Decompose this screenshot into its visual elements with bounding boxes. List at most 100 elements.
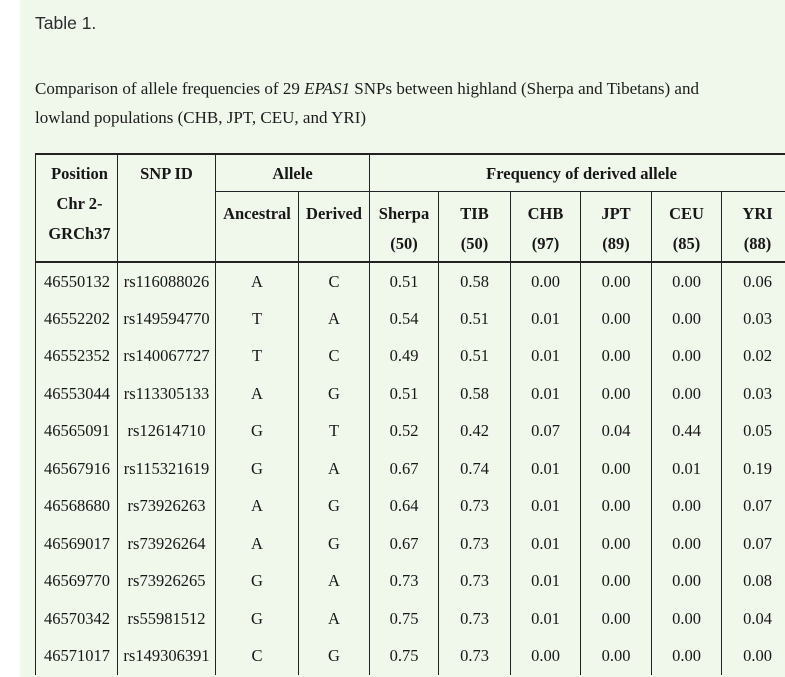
cell-derived: T bbox=[297, 412, 371, 450]
table-caption: Comparison of allele frequencies of 29 E… bbox=[35, 74, 753, 132]
cell-derived: C bbox=[297, 262, 371, 300]
cell-frequency: 0.00 bbox=[651, 599, 723, 638]
cell-frequency: 0.75 bbox=[369, 637, 440, 675]
cell-frequency: 0.49 bbox=[369, 337, 440, 375]
cell-frequency: 0.03 bbox=[721, 374, 785, 413]
cell-frequency: 0.04 bbox=[580, 412, 653, 450]
cell-frequency: 0.64 bbox=[369, 487, 440, 525]
column-header-jpt: JPT (89) bbox=[580, 191, 653, 264]
cell-frequency: 0.01 bbox=[510, 562, 582, 600]
cell-frequency: 0.73 bbox=[438, 524, 512, 563]
cell-snp-id: rs115321619 bbox=[117, 449, 216, 488]
cell-frequency: 0.75 bbox=[369, 599, 440, 638]
cell-position: 46570342 bbox=[35, 599, 118, 638]
population-count: (89) bbox=[602, 233, 630, 253]
cell-position: 46571017 bbox=[35, 637, 118, 675]
population-count: (50) bbox=[390, 233, 418, 253]
table-row: 46553044 rs113305133 A G 0.51 0.58 0.01 0.00 0.0… bbox=[35, 374, 785, 413]
population-name: JPT bbox=[601, 203, 631, 223]
column-header-derived: Derived bbox=[297, 191, 371, 264]
caption-text-before: Comparison of allele frequencies of 29 bbox=[35, 78, 305, 98]
cell-frequency: 0.00 bbox=[651, 262, 723, 300]
cell-frequency: 0.01 bbox=[651, 449, 723, 488]
cell-frequency: 0.51 bbox=[438, 299, 512, 338]
page-title: Table 1. bbox=[35, 13, 97, 33]
table-header: Position Chr 2-GRCh37 SNP ID Allele Freq… bbox=[35, 154, 785, 264]
population-count: (97) bbox=[531, 233, 560, 253]
cell-frequency: 0.73 bbox=[369, 562, 440, 600]
population-count: (88) bbox=[743, 233, 772, 253]
cell-frequency: 0.00 bbox=[651, 299, 723, 338]
column-header-sherpa: Sherpa (50) bbox=[369, 191, 440, 264]
cell-frequency: 0.00 bbox=[651, 337, 723, 375]
table-row: 46570342 rs55981512 G A 0.75 0.73 0.01 0.00 0.00… bbox=[35, 599, 785, 638]
cell-frequency: 0.73 bbox=[438, 562, 512, 600]
cell-frequency: 0.07 bbox=[510, 412, 582, 450]
cell-ancestral: G bbox=[215, 449, 299, 488]
cell-frequency: 0.00 bbox=[721, 637, 785, 675]
cell-frequency: 0.00 bbox=[651, 487, 723, 525]
cell-snp-id: rs55981512 bbox=[117, 599, 216, 638]
cell-frequency: 0.51 bbox=[438, 337, 512, 375]
cell-position: 46552352 bbox=[35, 337, 118, 375]
table-row: 46568680 rs73926263 A G 0.64 0.73 0.01 0.00 0.00… bbox=[35, 487, 785, 525]
cell-position: 46569017 bbox=[35, 524, 118, 563]
table-row: 46565091 rs12614710 G T 0.52 0.42 0.07 0.04 0.44… bbox=[35, 412, 785, 450]
table-row: 46567916 rs115321619 G A 0.67 0.74 0.01 0.00 0.0… bbox=[35, 449, 785, 488]
population-name: YRI bbox=[742, 203, 773, 223]
table-row: 46552352 rs140067727 T C 0.49 0.51 0.01 0.00 0.0… bbox=[35, 337, 785, 375]
header-row-groups: Position Chr 2-GRCh37 SNP ID Allele Freq… bbox=[35, 154, 785, 264]
cell-derived: G bbox=[297, 374, 371, 413]
cell-frequency: 0.00 bbox=[580, 599, 653, 638]
caption-gene-name: EPAS1 bbox=[304, 78, 351, 98]
table-row: 46552202 rs149594770 T A 0.54 0.51 0.01 0.00 0.0… bbox=[35, 299, 785, 338]
cell-frequency: 0.03 bbox=[721, 299, 785, 338]
article-content-panel: Table 1. Comparison of allele frequencie… bbox=[20, 0, 785, 677]
caption-text-after: SNPs between highland (Sherpa and Tibeta… bbox=[35, 78, 699, 128]
cell-ancestral: A bbox=[215, 262, 299, 300]
cell-ancestral: C bbox=[215, 637, 299, 675]
cell-snp-id: rs149306391 bbox=[117, 637, 216, 675]
cell-frequency: 0.01 bbox=[510, 337, 582, 375]
cell-frequency: 0.01 bbox=[510, 599, 582, 638]
column-header-position: Position Chr 2-GRCh37 bbox=[35, 154, 118, 264]
cell-frequency: 0.01 bbox=[510, 374, 582, 413]
cell-ancestral: G bbox=[215, 562, 299, 600]
cell-frequency: 0.00 bbox=[510, 262, 582, 300]
cell-frequency: 0.00 bbox=[651, 562, 723, 600]
cell-frequency: 0.58 bbox=[438, 374, 512, 413]
cell-position: 46567916 bbox=[35, 449, 118, 488]
column-group-frequency: Frequency of derived allele bbox=[369, 154, 785, 192]
cell-frequency: 0.05 bbox=[721, 412, 785, 450]
cell-frequency: 0.67 bbox=[369, 524, 440, 563]
cell-frequency: 0.00 bbox=[580, 637, 653, 675]
cell-derived: A bbox=[297, 299, 371, 338]
cell-frequency: 0.58 bbox=[438, 262, 512, 300]
cell-frequency: 0.00 bbox=[580, 487, 653, 525]
cell-frequency: 0.07 bbox=[721, 487, 785, 525]
cell-snp-id: rs73926265 bbox=[117, 562, 216, 600]
cell-snp-id: rs73926264 bbox=[117, 524, 216, 563]
cell-position: 46552202 bbox=[35, 299, 118, 338]
cell-ancestral: A bbox=[215, 374, 299, 413]
table-body: 46550132 rs116088026 A C 0.51 0.58 0.00 0.00 0.0… bbox=[35, 262, 785, 675]
population-name: CHB bbox=[527, 203, 564, 223]
population-count: (85) bbox=[672, 233, 701, 253]
cell-frequency: 0.08 bbox=[721, 562, 785, 600]
cell-frequency: 0.67 bbox=[369, 449, 440, 488]
cell-frequency: 0.00 bbox=[580, 562, 653, 600]
cell-snp-id: rs73926263 bbox=[117, 487, 216, 525]
table-row: 46569017 rs73926264 A G 0.67 0.73 0.01 0.00 0.00… bbox=[35, 524, 785, 563]
cell-frequency: 0.02 bbox=[721, 337, 785, 375]
population-name: Sherpa bbox=[378, 203, 430, 223]
cell-frequency: 0.00 bbox=[580, 374, 653, 413]
cell-frequency: 0.00 bbox=[580, 524, 653, 563]
cell-derived: A bbox=[297, 599, 371, 638]
cell-position: 46569770 bbox=[35, 562, 118, 600]
column-header-chb: CHB (97) bbox=[510, 191, 582, 264]
cell-frequency: 0.04 bbox=[721, 599, 785, 638]
population-name: CEU bbox=[669, 203, 704, 223]
cell-frequency: 0.73 bbox=[438, 487, 512, 525]
cell-frequency: 0.42 bbox=[438, 412, 512, 450]
column-header-ancestral: Ancestral bbox=[215, 191, 299, 264]
